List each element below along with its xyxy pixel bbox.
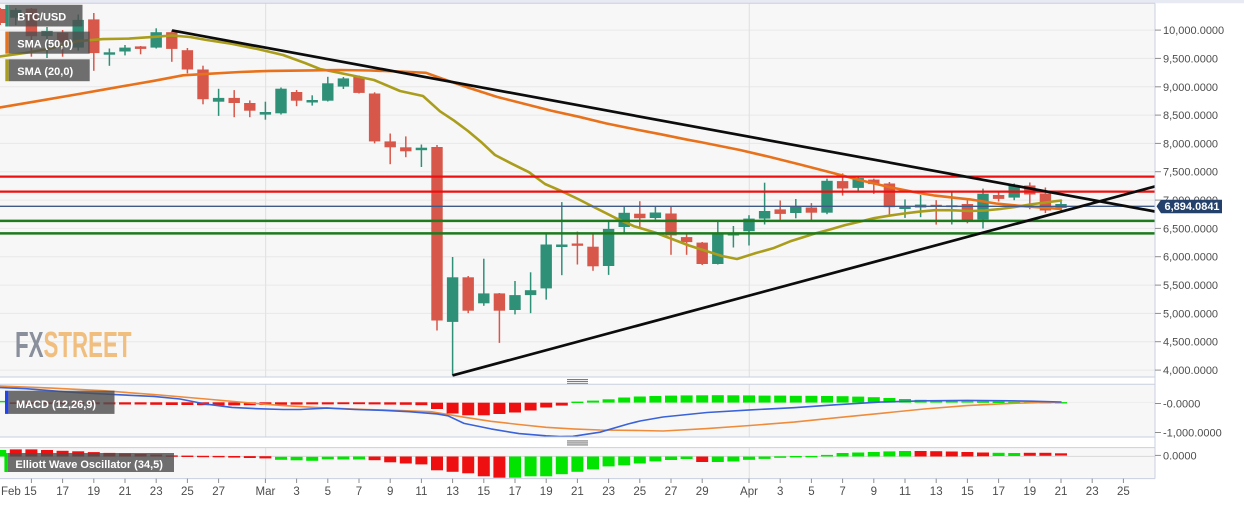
svg-text:13: 13 <box>446 486 459 498</box>
svg-text:9: 9 <box>871 486 877 498</box>
svg-text:5,000.0000: 5,000.0000 <box>1163 308 1218 320</box>
svg-text:10,000.0000: 10,000.0000 <box>1163 25 1224 37</box>
svg-text:0.0000: 0.0000 <box>1163 450 1197 462</box>
svg-text:29: 29 <box>696 486 709 498</box>
svg-text:6,894.0841: 6,894.0841 <box>1165 201 1220 213</box>
svg-text:7,500.0000: 7,500.0000 <box>1163 167 1218 179</box>
svg-text:FXSTREET: FXSTREET <box>15 326 132 366</box>
svg-text:8,500.0000: 8,500.0000 <box>1163 110 1218 122</box>
svg-text:3: 3 <box>293 486 299 498</box>
svg-text:9,500.0000: 9,500.0000 <box>1163 53 1218 65</box>
svg-text:Feb 15: Feb 15 <box>1 486 37 498</box>
svg-text:4,500.0000: 4,500.0000 <box>1163 337 1218 349</box>
svg-text:23: 23 <box>1086 486 1099 498</box>
svg-text:23: 23 <box>602 486 615 498</box>
svg-text:SMA (20,0): SMA (20,0) <box>17 66 73 78</box>
svg-text:-0.0000: -0.0000 <box>1163 399 1200 411</box>
svg-text:17: 17 <box>56 486 69 498</box>
svg-text:17: 17 <box>509 486 522 498</box>
svg-text:21: 21 <box>119 486 132 498</box>
svg-text:21: 21 <box>1055 486 1068 498</box>
svg-text:6,000.0000: 6,000.0000 <box>1163 252 1218 264</box>
svg-text:25: 25 <box>1117 486 1130 498</box>
svg-text:Mar: Mar <box>255 486 275 498</box>
svg-text:15: 15 <box>961 486 974 498</box>
svg-text:BTC/USD: BTC/USD <box>17 12 66 24</box>
svg-text:9: 9 <box>387 486 393 498</box>
svg-text:13: 13 <box>930 486 943 498</box>
svg-text:27: 27 <box>212 486 225 498</box>
svg-text:19: 19 <box>1023 486 1036 498</box>
svg-text:23: 23 <box>150 486 163 498</box>
svg-text:25: 25 <box>181 486 194 498</box>
svg-text:17: 17 <box>992 486 1005 498</box>
svg-text:Elliott Wave Oscillator (34,5): Elliott Wave Oscillator (34,5) <box>15 459 163 471</box>
svg-text:19: 19 <box>540 486 553 498</box>
svg-text:3: 3 <box>777 486 783 498</box>
svg-text:4,000.0000: 4,000.0000 <box>1163 365 1218 377</box>
svg-text:11: 11 <box>899 486 911 498</box>
svg-text:Apr: Apr <box>740 486 758 498</box>
svg-text:15: 15 <box>477 486 490 498</box>
svg-text:19: 19 <box>87 486 100 498</box>
svg-text:MACD (12,26,9): MACD (12,26,9) <box>16 399 96 411</box>
svg-text:5,500.0000: 5,500.0000 <box>1163 280 1218 292</box>
svg-text:SMA (50,0): SMA (50,0) <box>17 38 73 50</box>
svg-text:25: 25 <box>633 486 646 498</box>
svg-text:11: 11 <box>415 486 427 498</box>
svg-text:9,000.0000: 9,000.0000 <box>1163 82 1218 94</box>
svg-text:6,500.0000: 6,500.0000 <box>1163 223 1218 235</box>
svg-text:-1,000.0000: -1,000.0000 <box>1163 428 1222 440</box>
svg-text:5: 5 <box>325 486 331 498</box>
svg-text:21: 21 <box>571 486 584 498</box>
svg-text:27: 27 <box>665 486 678 498</box>
svg-text:7: 7 <box>356 486 362 498</box>
svg-text:5: 5 <box>808 486 814 498</box>
svg-text:7: 7 <box>839 486 845 498</box>
svg-text:8,000.0000: 8,000.0000 <box>1163 138 1218 150</box>
